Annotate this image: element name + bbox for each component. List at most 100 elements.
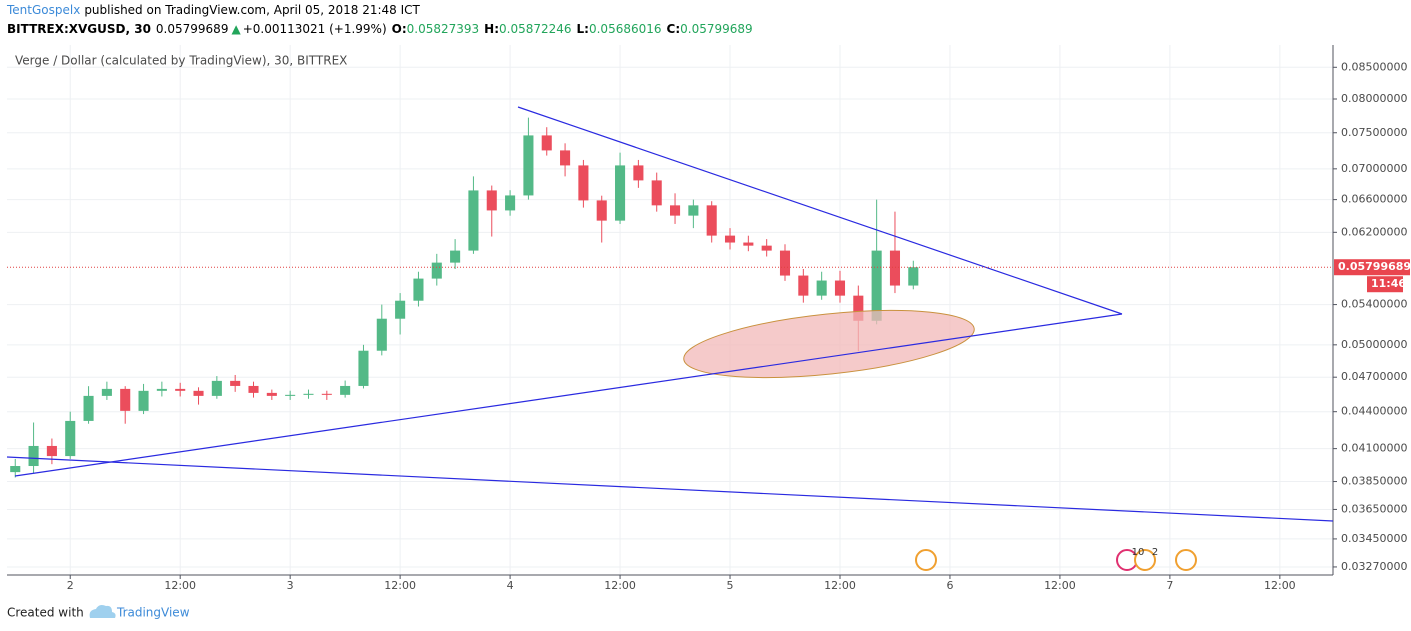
candle-body — [670, 205, 681, 216]
candle-body — [633, 165, 644, 181]
candle-body — [853, 295, 864, 321]
candle-body — [761, 245, 772, 251]
candle-body — [779, 250, 791, 276]
x-tick-label: 12:00 — [164, 579, 196, 592]
published: published on TradingView.com, April 05, … — [84, 3, 420, 17]
footer-text: Created with — [7, 606, 84, 620]
price: 0.05799689 — [156, 22, 229, 36]
candle-body — [10, 466, 21, 473]
event-flag[interactable] — [1175, 549, 1197, 571]
candle-body — [468, 190, 479, 251]
candle-body — [358, 350, 369, 386]
candle-body — [193, 390, 204, 396]
x-tick-label: 12:00 — [604, 579, 636, 592]
y-tick-label: 0.03650000 — [1341, 502, 1407, 515]
x-tick-label: 12:00 — [384, 579, 416, 592]
candle-body — [248, 385, 259, 393]
candle-body — [889, 250, 901, 286]
candle-body — [376, 318, 387, 351]
x-tick-label: 12:00 — [1044, 579, 1076, 592]
y-tick-label: 0.04100000 — [1341, 442, 1407, 455]
y-tick-label: 0.08500000 — [1341, 60, 1407, 73]
footer: Created with TradingView — [7, 605, 190, 620]
candle-body — [706, 205, 717, 236]
candle-body — [688, 205, 699, 216]
chart-title: Verge / Dollar (calculated by TradingVie… — [15, 54, 347, 68]
trendline — [14, 313, 1123, 477]
candles — [10, 117, 919, 478]
y-tick-label: 0.06600000 — [1341, 193, 1407, 206]
header-line: TentGospelx published on TradingView.com,… — [6, 3, 421, 17]
candle-body — [340, 385, 351, 395]
brand[interactable]: TradingView — [116, 606, 190, 620]
up-arrow: ▲ — [231, 22, 241, 36]
highlight-ellipse — [683, 309, 975, 379]
candle-body — [834, 280, 846, 296]
x-tick-label: 2 — [67, 579, 74, 592]
y-tick-label: 0.05400000 — [1341, 298, 1407, 311]
candle-body — [413, 278, 424, 301]
x-tick-label: 12:00 — [824, 579, 856, 592]
candle-body — [798, 275, 809, 296]
candle-body — [431, 262, 442, 279]
ohlc-value: 0.05799689 — [680, 22, 753, 36]
candle-body — [285, 394, 296, 396]
ohlc-label: O: — [392, 22, 407, 36]
candle-body — [505, 195, 516, 211]
publisher[interactable]: TentGospelx — [6, 3, 80, 17]
trendline — [517, 106, 1123, 315]
event-flags: 10 2 — [915, 547, 1197, 571]
candle-body — [395, 300, 406, 319]
x-tick-label: 3 — [287, 579, 294, 592]
y-tick-label: 0.05000000 — [1341, 338, 1407, 351]
candle-body — [871, 250, 882, 321]
candle-body — [578, 165, 589, 201]
trendline — [6, 456, 1334, 522]
event-count: 2 — [1152, 547, 1158, 558]
x-tick-label: 5 — [727, 579, 734, 592]
candle-body — [266, 392, 277, 396]
x-tick-label: 7 — [1166, 579, 1173, 592]
candle-body — [138, 390, 149, 411]
candle-body — [523, 135, 534, 196]
symbol: BITTREX:XVGUSD, 30 — [7, 22, 151, 36]
y-tick-label: 0.03450000 — [1341, 532, 1407, 545]
ohlc-label: C: — [667, 22, 681, 36]
candle-body — [46, 445, 57, 457]
candle-body — [541, 135, 552, 151]
y-tick-label: 0.08000000 — [1341, 92, 1407, 105]
candle-body — [450, 250, 461, 263]
candle-body — [156, 388, 167, 391]
grid — [7, 45, 1333, 575]
x-tick-label: 4 — [507, 579, 514, 592]
event-flag[interactable] — [915, 549, 937, 571]
countdown-box — [1367, 276, 1403, 293]
candle-body — [65, 420, 76, 457]
y-tick-label: 0.07500000 — [1341, 126, 1407, 139]
y-tick-label: 0.04700000 — [1341, 370, 1407, 383]
logo — [89, 605, 116, 618]
x-tick-label: 6 — [946, 579, 953, 592]
candle-body — [101, 388, 112, 396]
candle-body — [816, 280, 827, 296]
candle-body — [486, 190, 497, 211]
symbol-line: BITTREX:XVGUSD, 30 0.05799689 ▲ +0.00113021… — [7, 22, 753, 36]
candle-body — [83, 395, 94, 421]
change: +0.00113021 (+1.99%) — [243, 22, 387, 36]
candle-body — [303, 393, 314, 395]
event-count: 10 — [1132, 547, 1145, 558]
candle-body — [321, 393, 332, 395]
countdown: 11:46 — [1371, 277, 1406, 290]
event-flag[interactable] — [1134, 549, 1156, 571]
ohlc-label: H: — [484, 22, 499, 36]
candle-body — [651, 180, 662, 206]
y-tick-label: 0.07000000 — [1341, 162, 1407, 175]
x-tick-label: 12:00 — [1264, 579, 1296, 592]
plot-area — [7, 45, 1333, 575]
ohlc-value: 0.05686016 — [589, 22, 662, 36]
ohlc-label: L: — [577, 22, 589, 36]
candle-body — [596, 200, 607, 221]
candle-body — [175, 388, 186, 391]
